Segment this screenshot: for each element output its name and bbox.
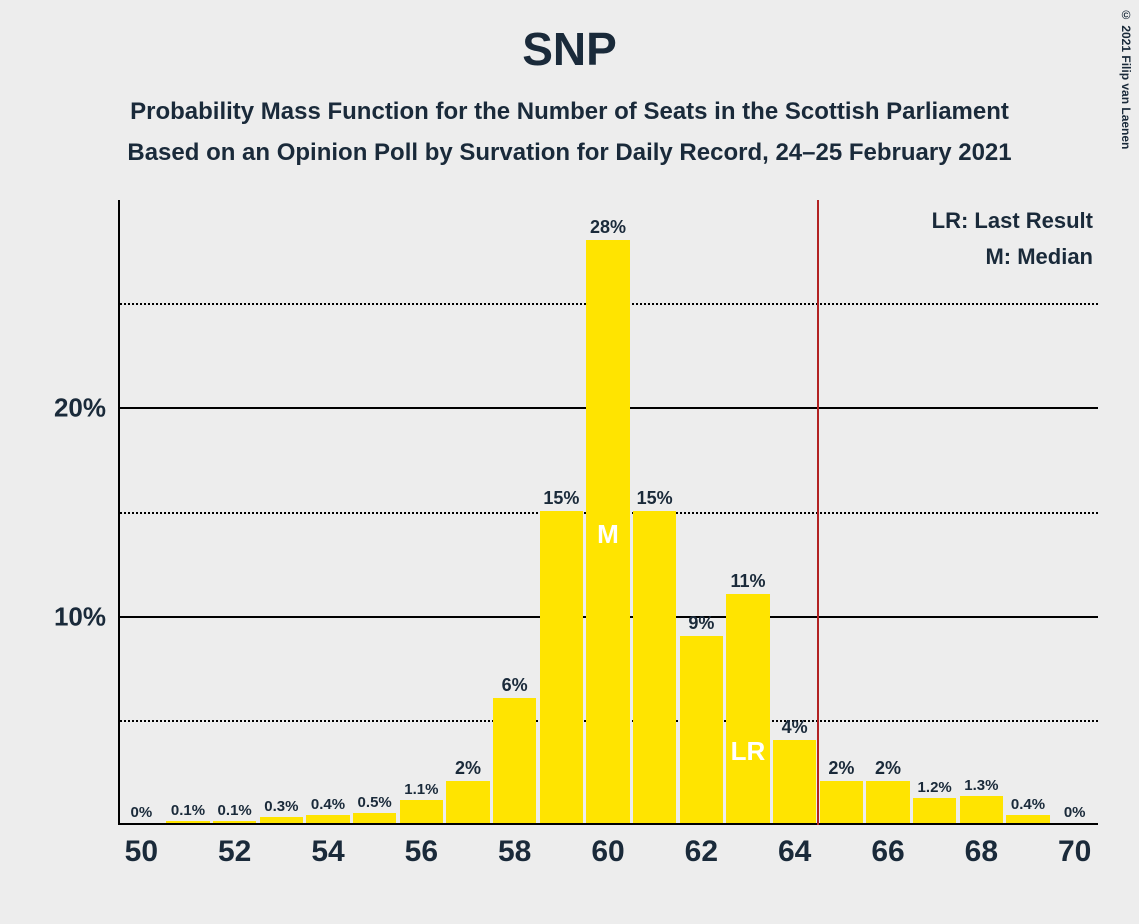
x-tick-label: 62 [685, 835, 718, 869]
bar [680, 636, 723, 824]
bar [306, 815, 349, 823]
subtitle-line-1: Probability Mass Function for the Number… [0, 92, 1139, 133]
x-tick-label: 70 [1058, 835, 1091, 869]
last-result-marker: LR [731, 736, 766, 767]
bar [866, 781, 909, 823]
bar [493, 698, 536, 823]
bar [166, 821, 209, 823]
bar [1006, 815, 1049, 823]
y-tick-label: 20% [54, 393, 106, 424]
bar-label: 15% [543, 488, 579, 509]
bar [913, 798, 956, 823]
x-tick-label: 54 [311, 835, 344, 869]
bar-label: 2% [455, 758, 481, 779]
bar-label: 2% [828, 758, 854, 779]
last-result-line [817, 200, 819, 825]
bar [960, 796, 1003, 823]
chart-subtitle: Probability Mass Function for the Number… [0, 92, 1139, 174]
x-tick-label: 64 [778, 835, 811, 869]
x-tick-label: 50 [125, 835, 158, 869]
x-tick-label: 52 [218, 835, 251, 869]
legend-m: M: Median [985, 244, 1093, 270]
bar [773, 740, 816, 823]
y-tick-label: 10% [54, 601, 106, 632]
bar-label: 0.5% [358, 794, 392, 811]
bar [353, 813, 396, 823]
x-tick-label: 58 [498, 835, 531, 869]
bar [540, 511, 583, 824]
bar-label: 0.4% [1011, 796, 1045, 813]
x-tick-label: 60 [591, 835, 624, 869]
bar-label: 28% [590, 217, 626, 238]
credit-text: © 2021 Filip van Laenen [1119, 8, 1133, 149]
subtitle-line-2: Based on an Opinion Poll by Survation fo… [0, 133, 1139, 174]
median-marker: M [597, 519, 619, 550]
bar-label: 6% [502, 675, 528, 696]
bar-label: 0.3% [264, 798, 298, 815]
x-tick-label: 66 [871, 835, 904, 869]
bar-label: 1.3% [964, 777, 998, 794]
bar-label: 0.1% [218, 802, 252, 819]
bar [820, 781, 863, 823]
bar [213, 821, 256, 823]
legend-lr: LR: Last Result [932, 208, 1093, 234]
bar-label: 0% [130, 804, 152, 821]
x-axis [118, 823, 1098, 825]
bar [260, 817, 303, 823]
bar-label: 9% [688, 613, 714, 634]
bar-label: 0% [1064, 804, 1086, 821]
chart-title: SNP [0, 0, 1139, 76]
bar [726, 594, 769, 823]
chart-plot-area: LR: Last Result M: Median 10%20%50525456… [118, 200, 1098, 825]
x-tick-label: 56 [405, 835, 438, 869]
bar [446, 781, 489, 823]
x-tick-label: 68 [965, 835, 998, 869]
bar [400, 800, 443, 823]
bar-label: 15% [637, 488, 673, 509]
bar [633, 511, 676, 824]
bar-label: 1.2% [918, 779, 952, 796]
bar-label: 11% [730, 571, 765, 592]
bar-label: 1.1% [404, 781, 438, 798]
bar-label: 0.1% [171, 802, 205, 819]
bar-label: 2% [875, 758, 901, 779]
bar-label: 4% [782, 717, 808, 738]
bar-label: 0.4% [311, 796, 345, 813]
